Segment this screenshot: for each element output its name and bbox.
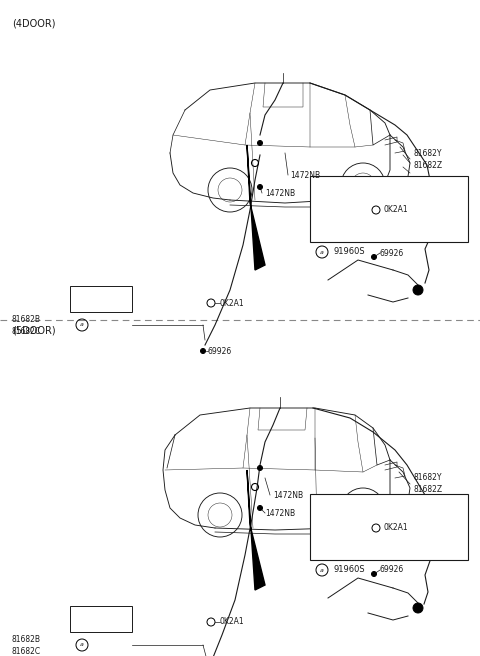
- Bar: [310, 494, 468, 560]
- Polygon shape: [247, 145, 265, 270]
- Circle shape: [201, 348, 205, 354]
- Text: 0K2A1: 0K2A1: [383, 523, 408, 533]
- Text: a: a: [320, 249, 324, 255]
- Circle shape: [257, 140, 263, 146]
- Text: 81682C: 81682C: [12, 647, 41, 655]
- Text: a: a: [320, 567, 324, 573]
- Bar: [70, 286, 132, 312]
- Text: 69926: 69926: [208, 346, 232, 356]
- Bar: [310, 176, 468, 242]
- Text: 81682B: 81682B: [12, 316, 41, 325]
- Text: 1472NB: 1472NB: [273, 491, 303, 499]
- Text: 81682B: 81682B: [12, 636, 41, 644]
- Text: 81682C: 81682C: [12, 327, 41, 335]
- Text: 0K2A1: 0K2A1: [220, 298, 245, 308]
- Circle shape: [413, 285, 423, 295]
- Text: 91960S: 91960S: [334, 247, 366, 256]
- Circle shape: [413, 603, 423, 613]
- Text: a: a: [80, 323, 84, 327]
- Text: 81682Z: 81682Z: [413, 485, 442, 495]
- Circle shape: [257, 466, 263, 470]
- Text: 69926: 69926: [380, 249, 404, 258]
- Circle shape: [372, 571, 376, 577]
- Circle shape: [257, 506, 263, 510]
- Text: 91960S: 91960S: [334, 565, 366, 575]
- Text: 0K2A1: 0K2A1: [383, 205, 408, 215]
- Text: 1472NB: 1472NB: [265, 508, 295, 518]
- Polygon shape: [247, 470, 265, 590]
- Text: 69926: 69926: [380, 565, 404, 575]
- Text: 81682Y: 81682Y: [413, 148, 442, 157]
- Text: (4DOOR): (4DOOR): [12, 18, 56, 28]
- Text: 81682Y: 81682Y: [413, 474, 442, 483]
- Text: 1472NB: 1472NB: [290, 171, 320, 180]
- Text: 81682Z: 81682Z: [413, 161, 442, 169]
- Text: (5DOOR): (5DOOR): [12, 325, 56, 335]
- Circle shape: [257, 184, 263, 190]
- Bar: [70, 606, 132, 632]
- Circle shape: [372, 255, 376, 260]
- Text: 0K2A1: 0K2A1: [220, 617, 245, 626]
- Text: a: a: [80, 642, 84, 647]
- Text: 1472NB: 1472NB: [265, 188, 295, 197]
